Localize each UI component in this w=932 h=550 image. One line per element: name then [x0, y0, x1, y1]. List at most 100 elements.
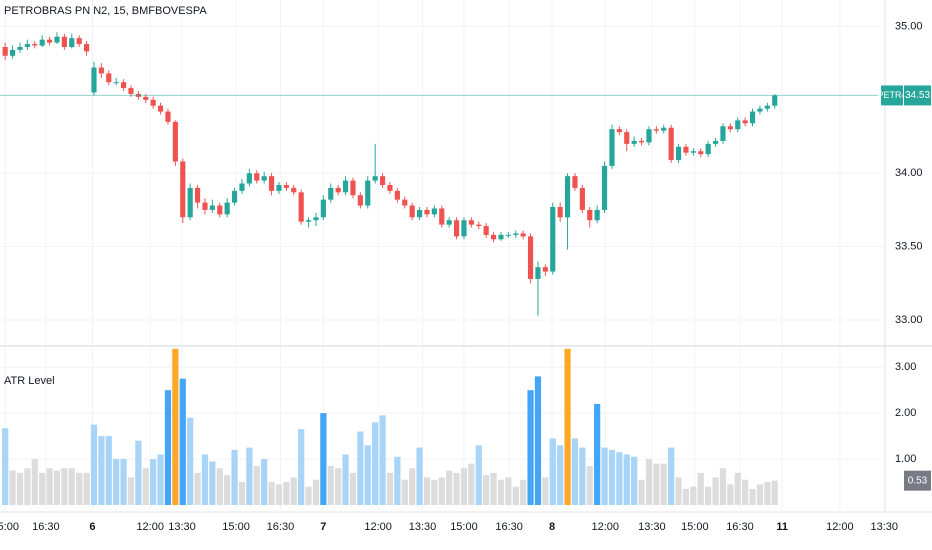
candle-body: [698, 151, 704, 155]
bar: [275, 484, 283, 505]
candle-body: [675, 146, 682, 161]
pane-title: ATR Level: [4, 375, 55, 387]
candle-body: [313, 217, 319, 221]
bar: [712, 477, 719, 505]
candle-body: [54, 36, 60, 43]
candle-body: [113, 82, 119, 84]
bar: [705, 486, 712, 505]
bar: [764, 482, 771, 505]
bar: [394, 456, 401, 505]
grid: [0, 0, 885, 510]
y-tick-label: 1.00: [895, 453, 916, 465]
bar: [557, 445, 564, 505]
candle-body: [631, 140, 637, 144]
bar: [290, 477, 297, 505]
candle-body: [202, 202, 208, 210]
bar: [349, 472, 357, 505]
candle-body: [209, 205, 215, 210]
x-tick-label: 15:00: [450, 521, 478, 533]
bar: [601, 447, 608, 505]
candle-body: [624, 132, 630, 144]
candle-body: [128, 88, 134, 94]
candle-body: [2, 46, 8, 56]
x-tick-label: 13:30: [409, 521, 437, 533]
x-tick-label: 12:00: [136, 521, 164, 533]
candle-body: [24, 44, 30, 47]
bar: [9, 470, 16, 505]
candle-body: [254, 173, 260, 181]
price-tag-label: 34.53: [905, 90, 930, 101]
bar: [298, 429, 305, 505]
candle-body: [32, 44, 38, 46]
bar: [98, 436, 105, 505]
candle-body: [69, 38, 75, 47]
bar: [24, 468, 31, 505]
candle-body: [402, 199, 408, 206]
candle-body: [453, 220, 460, 237]
symbol-tag-label: PETR4: [877, 90, 906, 100]
candle-body: [172, 121, 178, 162]
bar: [616, 452, 623, 505]
bar: [749, 488, 756, 505]
candle-body: [342, 180, 349, 193]
bar: [594, 403, 601, 505]
x-tick-label: 12:00: [364, 521, 392, 533]
bar: [527, 390, 534, 505]
candle-body: [83, 44, 90, 52]
x-tick-label: 16:30: [495, 521, 523, 533]
bar: [53, 470, 61, 505]
bar: [238, 482, 246, 505]
bar: [771, 480, 778, 505]
x-tick-label: 15:00: [222, 521, 250, 533]
bar: [483, 475, 490, 505]
candle-body: [291, 187, 297, 193]
candle-body: [9, 49, 16, 56]
candle-body: [106, 73, 112, 83]
candle-body: [542, 267, 548, 272]
candle-body: [535, 267, 541, 279]
candle-body: [416, 209, 423, 218]
price-tag: [904, 85, 931, 106]
candle-body: [520, 233, 526, 237]
bar: [364, 445, 371, 505]
candle-body: [446, 220, 452, 225]
bar: [579, 447, 586, 505]
candle-body: [705, 143, 711, 155]
candle-body: [261, 176, 267, 181]
bar: [164, 390, 172, 505]
bar: [16, 472, 24, 505]
x-tick-label: 16:30: [267, 521, 295, 533]
candle-body: [187, 187, 193, 218]
candle-body: [320, 199, 326, 218]
candle-body: [690, 151, 696, 153]
candle-body: [365, 180, 371, 206]
candle-body: [76, 38, 82, 45]
candle-body: [424, 209, 430, 215]
bar: [179, 378, 186, 505]
bar: [39, 472, 46, 505]
x-tick-label: 12:00: [826, 521, 854, 533]
bar: [320, 413, 327, 505]
bar: [645, 459, 653, 505]
bar: [668, 447, 675, 505]
bar: [564, 348, 571, 505]
bar: [2, 428, 9, 505]
bar: [357, 431, 364, 505]
candle-body: [757, 108, 763, 112]
bar: [246, 447, 253, 505]
bar: [386, 472, 394, 505]
value-tag: [904, 470, 931, 491]
bar: [157, 454, 164, 505]
x-tick-label: 7: [320, 521, 326, 533]
x-tick-label: 15:00: [681, 521, 709, 533]
candle-body: [749, 111, 756, 124]
x-tick-label: 8: [549, 521, 555, 533]
bar: [283, 482, 290, 505]
bar: [638, 479, 645, 505]
bar: [120, 459, 127, 505]
bar: [727, 484, 734, 505]
candle-body: [98, 67, 104, 74]
bar: [372, 422, 379, 505]
value-tag-label: 0.53: [908, 475, 928, 486]
bar: [423, 477, 431, 505]
